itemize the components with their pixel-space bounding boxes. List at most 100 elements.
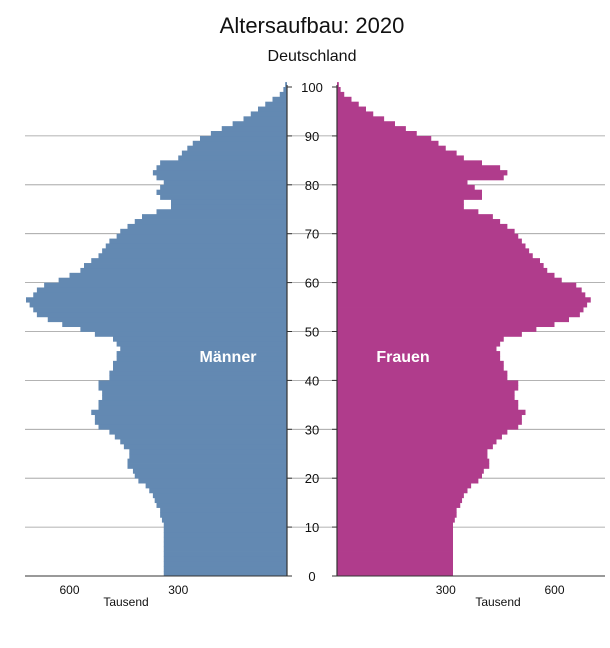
maenner-bar bbox=[91, 258, 287, 264]
maenner-bar bbox=[163, 179, 287, 186]
maenner-bar bbox=[129, 453, 287, 460]
frauen-bar bbox=[337, 258, 540, 264]
age-tick-label: 90 bbox=[305, 129, 319, 144]
frauen-bar bbox=[337, 571, 453, 577]
frauen-bar bbox=[337, 223, 508, 230]
maenner-bar bbox=[109, 370, 287, 376]
maenner-bar bbox=[149, 487, 287, 494]
frauen-bar bbox=[337, 522, 453, 528]
maenner-bar bbox=[178, 155, 287, 161]
frauen-bar bbox=[337, 116, 385, 122]
maenner-bar bbox=[127, 223, 287, 230]
frauen-bar bbox=[337, 175, 504, 181]
frauen-bar bbox=[337, 517, 455, 523]
maenner-bar bbox=[134, 473, 287, 479]
frauen-bar bbox=[337, 111, 374, 117]
frauen-bar bbox=[337, 419, 522, 425]
age-tick-label: 70 bbox=[305, 227, 319, 242]
maenner-bar bbox=[29, 302, 287, 308]
frauen-bar bbox=[337, 287, 582, 293]
maenner-bar bbox=[160, 160, 287, 166]
frauen-bar bbox=[337, 453, 488, 460]
axes: 0 10 20 30 40 50 60 70 80 90 100 300 300 600 600 bbox=[25, 80, 605, 597]
maenner-bar bbox=[94, 331, 287, 337]
frauen-bar bbox=[337, 351, 501, 357]
maenner-bar bbox=[91, 409, 287, 416]
maenner-bar bbox=[98, 385, 287, 391]
frauen-bar bbox=[337, 409, 526, 416]
frauen-bar bbox=[337, 434, 502, 440]
maenner-bar bbox=[116, 351, 287, 357]
frauen-bar bbox=[337, 414, 522, 420]
maenner-bar bbox=[192, 140, 287, 147]
frauen-bar bbox=[337, 126, 406, 132]
frauen-bar bbox=[337, 346, 497, 352]
maenner-bar bbox=[105, 243, 287, 249]
frauen-bar bbox=[337, 263, 544, 269]
frauen-bar bbox=[337, 321, 555, 328]
maenner-bar bbox=[33, 292, 287, 298]
frauen-bar bbox=[337, 566, 453, 572]
frauen-bar bbox=[337, 267, 548, 274]
frauen-bar bbox=[337, 292, 586, 298]
frauen-bar bbox=[337, 297, 591, 303]
x-tick-label-left: 300 bbox=[168, 583, 188, 597]
frauen-bar bbox=[337, 91, 345, 98]
frauen-bar bbox=[337, 160, 482, 166]
maenner-bar bbox=[138, 478, 287, 484]
maenner-bar bbox=[109, 429, 287, 435]
frauen-bar bbox=[337, 121, 395, 127]
maenner-bar bbox=[84, 263, 287, 269]
maenner-bar bbox=[163, 541, 287, 548]
maenner-bar bbox=[123, 443, 287, 450]
maenner-bar bbox=[102, 248, 287, 254]
frauen-bar bbox=[337, 365, 504, 372]
maenner-bar bbox=[283, 87, 287, 93]
frauen-bar bbox=[337, 458, 490, 464]
frauen-bar bbox=[337, 492, 464, 499]
maenner-bar bbox=[232, 121, 287, 127]
frauen-bar bbox=[337, 536, 453, 543]
maenner-bar bbox=[36, 311, 287, 318]
frauen-bar bbox=[337, 370, 508, 376]
frauen-bar bbox=[337, 341, 501, 347]
maenner-bar bbox=[200, 135, 287, 142]
frauen-inline-label: Frauen bbox=[376, 349, 429, 366]
frauen-bar bbox=[337, 155, 464, 161]
maenner-bar bbox=[163, 536, 287, 543]
frauen-bar bbox=[337, 385, 519, 391]
maenner-bar bbox=[163, 531, 287, 538]
frauen-bar bbox=[337, 443, 493, 450]
maenner-bar bbox=[163, 546, 287, 552]
maenner-bar bbox=[98, 404, 287, 411]
chart-title: Altersaufbau: 2020 bbox=[220, 13, 405, 38]
frauen-bar bbox=[337, 302, 588, 308]
frauen-bar bbox=[337, 380, 519, 386]
frauen-bar bbox=[337, 439, 497, 445]
frauen-bar bbox=[337, 375, 508, 381]
frauen-bar bbox=[337, 219, 501, 225]
maenner-bar bbox=[279, 91, 287, 98]
age-tick-label: 10 bbox=[305, 520, 319, 535]
maenner-bar bbox=[163, 561, 287, 567]
maenner-bar bbox=[154, 497, 287, 504]
maenner-bar bbox=[160, 194, 287, 200]
maenner-bar bbox=[113, 360, 287, 367]
maenner-bar bbox=[127, 463, 287, 469]
frauen-bar bbox=[337, 87, 341, 93]
frauen-bar bbox=[337, 145, 446, 151]
frauen-bar bbox=[337, 561, 453, 567]
frauen-bar bbox=[337, 546, 453, 552]
maenner-bar bbox=[62, 321, 287, 328]
age-tick-label: 80 bbox=[305, 178, 319, 193]
maenner-bar bbox=[94, 414, 287, 420]
maenner-bar bbox=[134, 219, 287, 225]
x-tick-label-right: 300 bbox=[436, 583, 456, 597]
age-tick-label: 50 bbox=[305, 325, 319, 340]
frauen-bar bbox=[337, 165, 501, 171]
frauen-bar bbox=[337, 272, 555, 279]
x-axis-unit-left: Tausend bbox=[103, 595, 148, 609]
maenner-bar bbox=[163, 556, 287, 562]
frauen-bar bbox=[337, 307, 584, 313]
frauen-bar bbox=[337, 282, 577, 288]
